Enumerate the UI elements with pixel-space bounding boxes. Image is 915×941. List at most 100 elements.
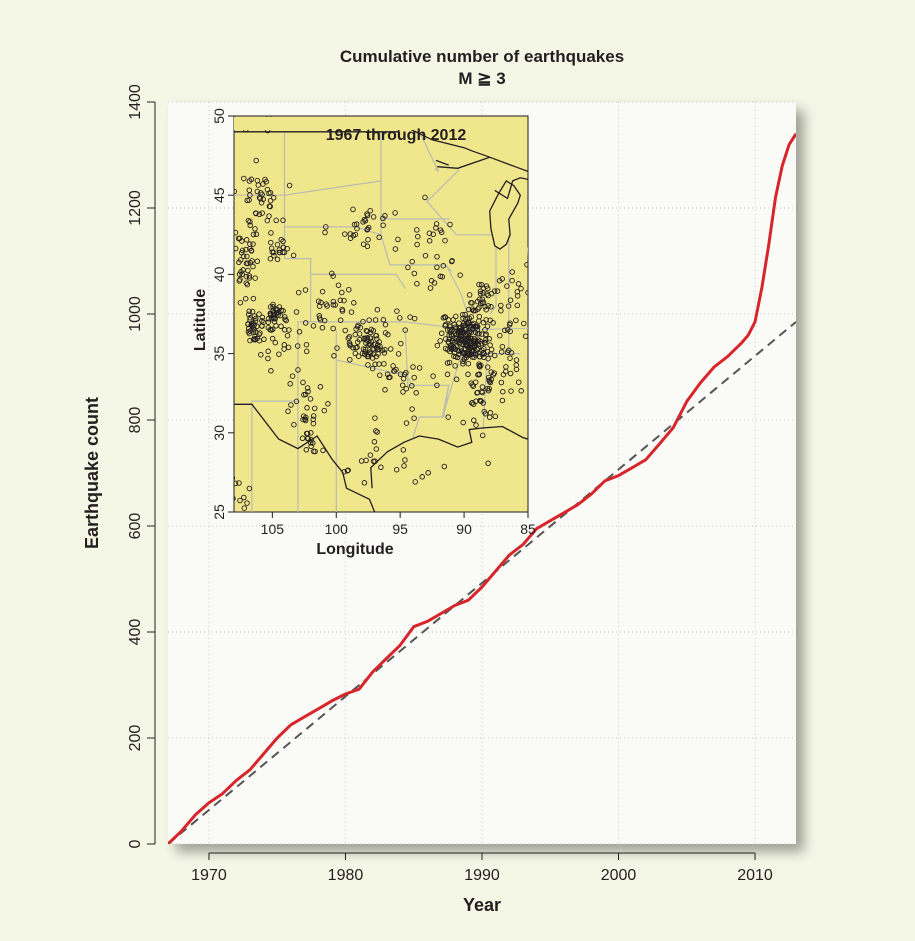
epicenter-point (422, 252, 429, 259)
epicenter-point (498, 349, 505, 355)
epicenter-point (499, 397, 506, 404)
x-tick-label: 1990 (464, 867, 500, 884)
epicenter-point (308, 443, 314, 450)
epicenter-point (365, 351, 371, 357)
epicenter-point (302, 320, 309, 326)
coastline (234, 403, 376, 512)
epicenter-point (465, 336, 471, 342)
epicenter-point (265, 348, 271, 355)
epicenter-point (243, 237, 250, 243)
epicenter-point (401, 463, 407, 469)
inset-x-tick-label: 95 (392, 521, 408, 537)
epicenter-point (373, 428, 379, 434)
epicenter-point (453, 343, 459, 349)
epicenter-point (478, 282, 485, 288)
epicenter-point (346, 334, 353, 340)
epicenter-point (303, 341, 310, 348)
epicenter-point (243, 260, 250, 267)
epicenter-point (416, 365, 423, 371)
epicenter-point (447, 343, 454, 349)
epicenter-point (248, 247, 255, 254)
epicenter-point (479, 384, 486, 390)
epicenter-point (240, 253, 247, 259)
epicenter-point (256, 211, 263, 218)
epicenter-point (410, 364, 416, 370)
epicenter-point (392, 246, 399, 252)
epicenter-point (257, 330, 263, 336)
epicenter-point (308, 430, 314, 436)
x-tick-label: 1970 (191, 867, 227, 884)
epicenter-point (272, 339, 279, 346)
epicenter-point (294, 343, 301, 349)
epicenter-point (474, 326, 480, 333)
epicenter-point (447, 324, 453, 330)
epicenter-point (330, 325, 336, 332)
epicenter-point (284, 332, 291, 339)
epicenter-point (442, 314, 448, 320)
epicenter-point (403, 420, 410, 426)
epicenter-point (403, 385, 410, 392)
x-axis-title: Year (463, 895, 501, 915)
epicenter-point (250, 231, 257, 238)
epicenter-point (264, 217, 271, 224)
epicenter-point (505, 303, 512, 309)
epicenter-point (476, 361, 482, 367)
epicenter-point (446, 332, 452, 338)
epicenter-point (364, 334, 371, 341)
epicenter-point (307, 439, 314, 446)
epicenter-point (380, 317, 387, 323)
epicenter-point (458, 345, 465, 352)
epicenter-point (376, 234, 382, 241)
epicenter-point (447, 221, 453, 228)
inset-y-tick-label: 25 (211, 504, 227, 520)
epicenter-point (308, 437, 314, 443)
epicenter-point (474, 347, 481, 353)
epicenter-point (448, 346, 455, 352)
epicenter-point (350, 206, 356, 213)
epicenter-point (397, 315, 403, 321)
epicenter-point (471, 323, 477, 330)
epicenter-point (475, 306, 481, 312)
epicenter-point (242, 295, 249, 302)
epicenter-point (244, 197, 250, 204)
epicenter-point (351, 300, 357, 306)
inset-y-tick-label: 45 (211, 187, 227, 203)
coastline (370, 425, 528, 489)
epicenter-point (234, 480, 239, 487)
epicenter-point (524, 261, 528, 268)
epicenter-point (364, 227, 370, 233)
epicenter-point (488, 376, 494, 383)
epicenter-point (263, 178, 269, 185)
epicenter-point (473, 422, 479, 428)
epicenter-point (310, 323, 317, 329)
epicenter-point (380, 222, 386, 228)
epicenter-point (310, 420, 317, 427)
epicenter-point (267, 255, 274, 262)
epicenter-point (250, 263, 256, 270)
epicenter-point (453, 354, 459, 360)
state-border (470, 327, 528, 331)
epicenter-point (321, 317, 328, 324)
epicenter-point (419, 474, 425, 480)
epicenter-point (434, 264, 440, 271)
epicenter-point (364, 328, 370, 335)
epicenter-point (522, 333, 528, 339)
epicenter-point (452, 363, 458, 369)
epicenter-point (364, 211, 370, 217)
epicenter-point (507, 355, 513, 361)
epicenter-point (507, 320, 513, 326)
epicenter-point (323, 224, 329, 230)
inset-y-tick-label: 35 (211, 346, 227, 362)
epicenter-point (237, 257, 244, 263)
epicenter-point (425, 470, 431, 476)
epicenter-point (479, 432, 486, 439)
epicenter-point (253, 329, 259, 335)
epicenter-point (470, 383, 477, 389)
epicenter-point (382, 321, 389, 328)
epicenter-point (236, 480, 242, 486)
epicenter-point (374, 429, 380, 435)
epicenter-point (476, 281, 482, 288)
epicenter-point (323, 301, 329, 307)
epicenter-point (258, 190, 264, 196)
epicenter-point (514, 288, 521, 295)
